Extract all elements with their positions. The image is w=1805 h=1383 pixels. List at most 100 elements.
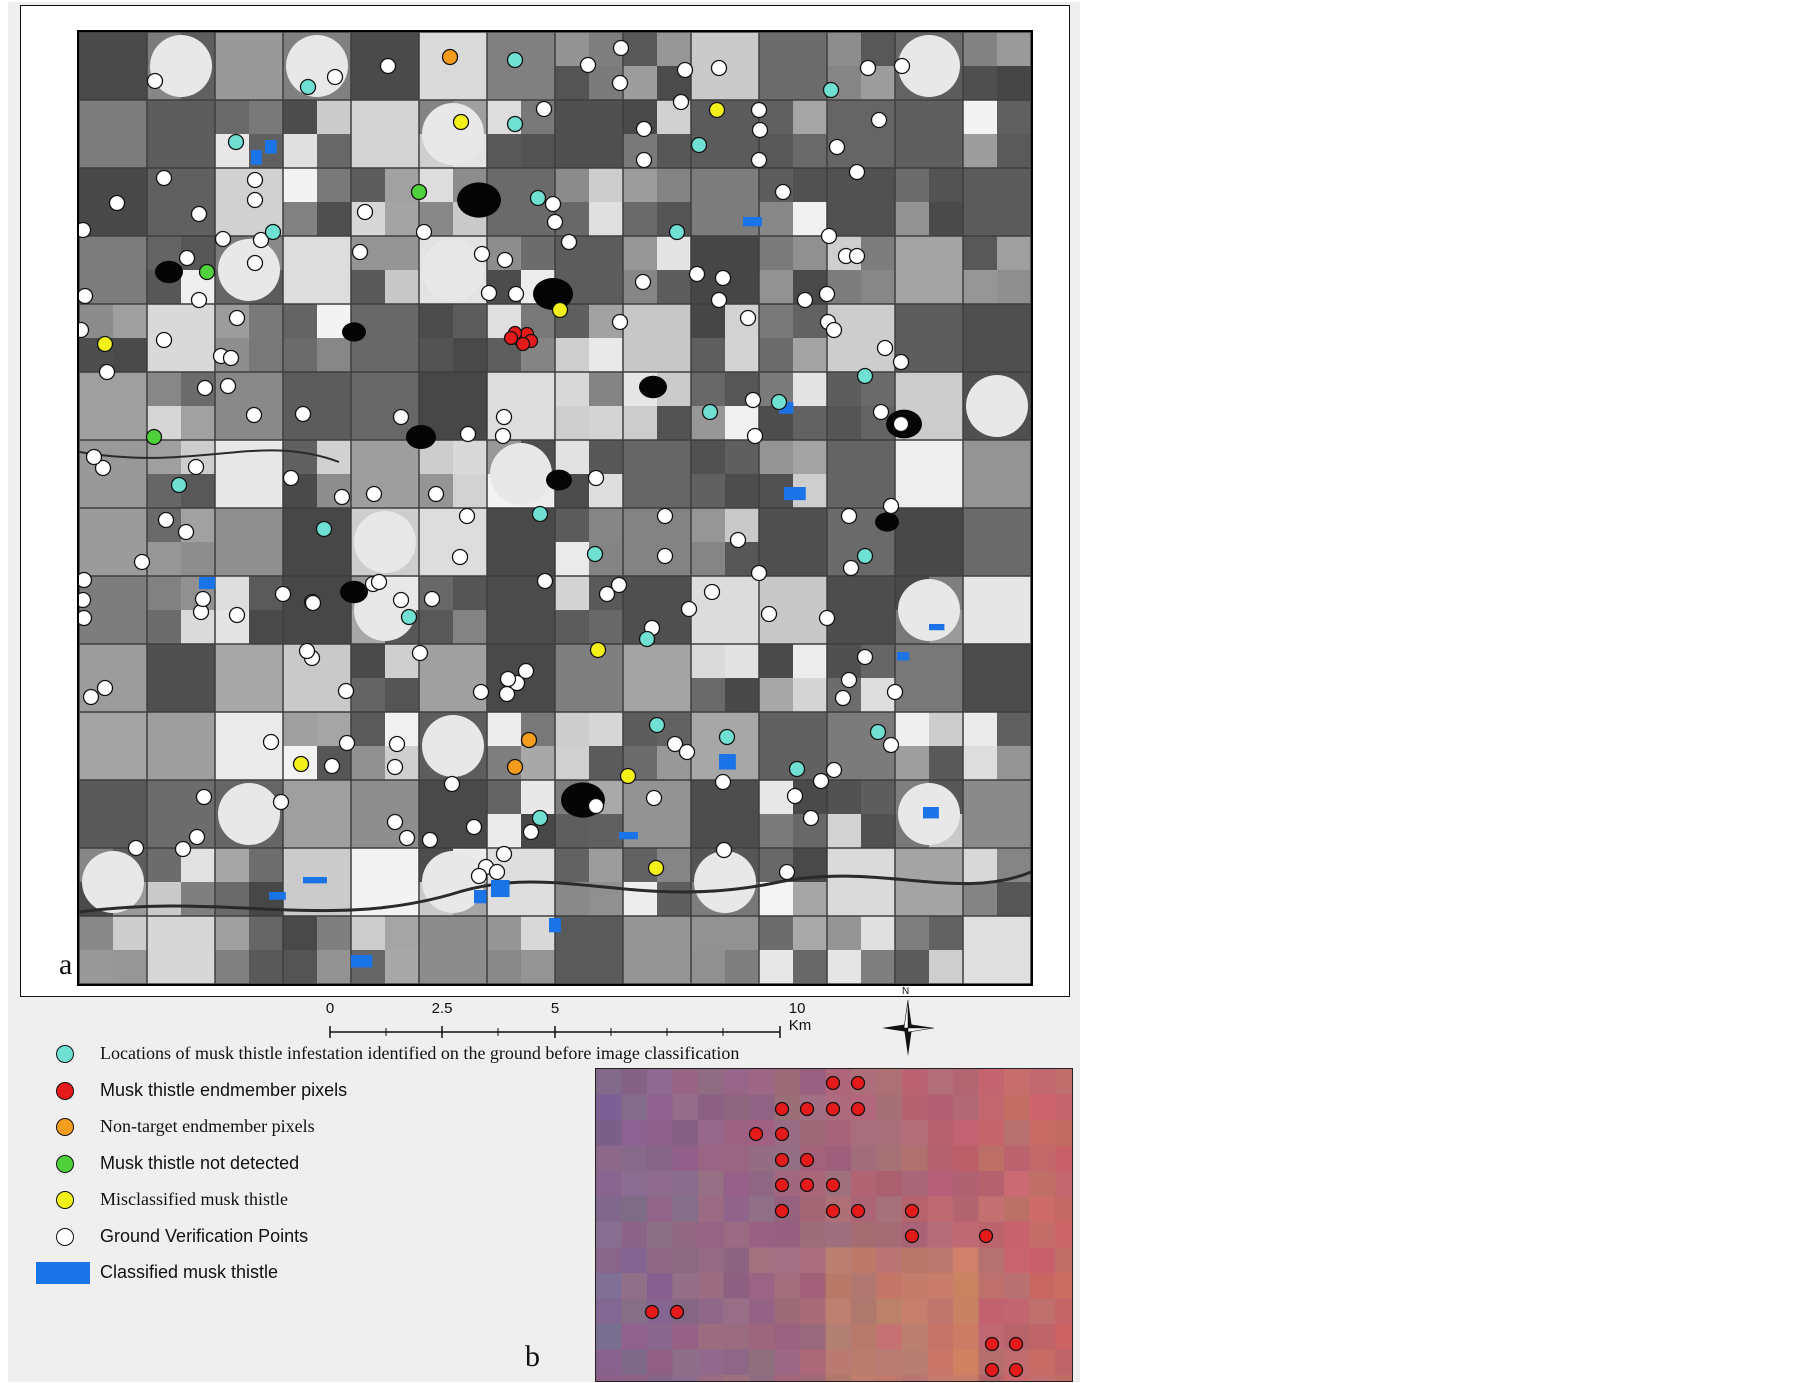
inset-pixel xyxy=(953,1222,979,1248)
inset-pixel xyxy=(621,1273,648,1299)
inset-pixel xyxy=(774,1324,801,1350)
north-label: N xyxy=(902,986,910,997)
inset-pixel xyxy=(800,1349,826,1376)
field-parcel xyxy=(385,236,419,270)
inset-pixel xyxy=(621,1196,648,1223)
classified-musk-thistle-patch xyxy=(303,877,327,884)
ground-verification-point xyxy=(828,138,846,156)
field-parcel xyxy=(589,610,623,644)
endmember-pixel-marker xyxy=(774,1177,790,1193)
field-parcel xyxy=(657,168,691,202)
inset-pixel xyxy=(723,1069,750,1095)
field-parcel xyxy=(827,644,861,678)
field-parcel xyxy=(793,372,827,406)
ground-verification-point xyxy=(494,427,512,445)
inset-pixel xyxy=(876,1298,903,1325)
inset-pixel xyxy=(927,1222,954,1248)
field-parcel xyxy=(623,202,657,236)
inset-pixel xyxy=(953,1375,979,1381)
inset-pixel xyxy=(596,1298,622,1325)
field-parcel xyxy=(793,100,827,134)
inset-pixel xyxy=(851,1247,877,1274)
ground-verification-point xyxy=(196,379,214,397)
classified-musk-thistle-patch xyxy=(784,487,806,501)
ground-verification-point xyxy=(872,403,890,421)
field-parcel xyxy=(861,270,895,304)
inset-pixel xyxy=(1055,1298,1072,1325)
field-parcel xyxy=(895,950,929,984)
infestation-location-point xyxy=(586,545,604,563)
center-pivot-field xyxy=(354,511,416,573)
field-parcel xyxy=(895,202,929,236)
infestation-location-point xyxy=(506,115,524,133)
field-parcel xyxy=(215,32,283,100)
inset-pixel xyxy=(596,1247,622,1274)
inset-pixel xyxy=(749,1196,775,1223)
inset-pixel xyxy=(902,1349,928,1376)
center-pivot-field xyxy=(490,443,552,505)
field-parcel xyxy=(861,780,895,814)
field-parcel xyxy=(929,202,963,236)
field-parcel xyxy=(79,712,147,780)
field-parcel xyxy=(691,916,725,950)
creek-line xyxy=(79,870,1031,914)
misclassified-musk-thistle-point xyxy=(589,641,607,659)
inset-pixel xyxy=(672,1324,699,1350)
ground-verification-point xyxy=(480,284,498,302)
inset-pixel xyxy=(851,1349,877,1376)
inset-pixel xyxy=(927,1145,954,1172)
ground-verification-point xyxy=(85,448,103,466)
infestation-location-point xyxy=(400,608,418,626)
ground-verification-point xyxy=(443,775,461,793)
scale-label-5: 5 xyxy=(550,1000,560,1017)
misclassified-musk-thistle-point xyxy=(551,301,569,319)
field-parcel xyxy=(79,372,147,440)
field-parcel xyxy=(827,576,895,644)
compass-star-icon xyxy=(882,999,935,1056)
endmember-pixel-marker xyxy=(799,1177,815,1193)
field-parcel xyxy=(283,236,351,304)
field-parcel xyxy=(691,304,725,338)
field-parcel xyxy=(997,100,1031,134)
inset-pixel xyxy=(647,1247,673,1274)
ground-verification-point xyxy=(812,772,830,790)
ground-verification-point xyxy=(194,590,212,608)
ground-verification-point xyxy=(656,507,674,525)
inset-pixel xyxy=(953,1298,979,1325)
field-parcel xyxy=(487,712,521,746)
field-parcel xyxy=(589,508,623,542)
infestation-location-point xyxy=(315,520,333,538)
classified-musk-thistle-patch xyxy=(269,892,286,900)
field-parcel xyxy=(759,644,793,678)
ground-verification-point xyxy=(178,249,196,267)
field-parcel xyxy=(555,168,589,202)
ground-verification-point xyxy=(882,497,900,515)
field-parcel xyxy=(623,406,657,440)
inset-pixel xyxy=(953,1145,979,1172)
field-parcel xyxy=(827,848,895,916)
ground-verification-point xyxy=(611,313,629,331)
field-parcel xyxy=(453,576,487,610)
field-parcel xyxy=(963,270,997,304)
center-pivot-field xyxy=(898,579,960,641)
inset-pixel xyxy=(800,1324,826,1350)
creek-line xyxy=(79,449,340,463)
field-parcel xyxy=(113,338,147,372)
inset-pixel xyxy=(953,1247,979,1274)
center-pivot-field xyxy=(218,783,280,845)
inset-pixel xyxy=(749,1298,775,1325)
field-parcel xyxy=(419,304,453,338)
ground-verification-point xyxy=(680,600,698,618)
legend-label: Non-target endmember pixels xyxy=(100,1116,315,1136)
inset-pixel xyxy=(927,1196,954,1223)
field-parcel xyxy=(79,440,147,508)
inset-pixel xyxy=(647,1222,673,1248)
ground-verification-point xyxy=(666,735,684,753)
field-parcel xyxy=(317,202,351,236)
field-parcel xyxy=(997,134,1031,168)
ground-verification-point xyxy=(634,273,652,291)
ground-verification-point xyxy=(274,585,292,603)
field-parcel xyxy=(419,916,487,984)
inset-pixel xyxy=(749,1145,775,1172)
ground-verification-point xyxy=(714,269,732,287)
